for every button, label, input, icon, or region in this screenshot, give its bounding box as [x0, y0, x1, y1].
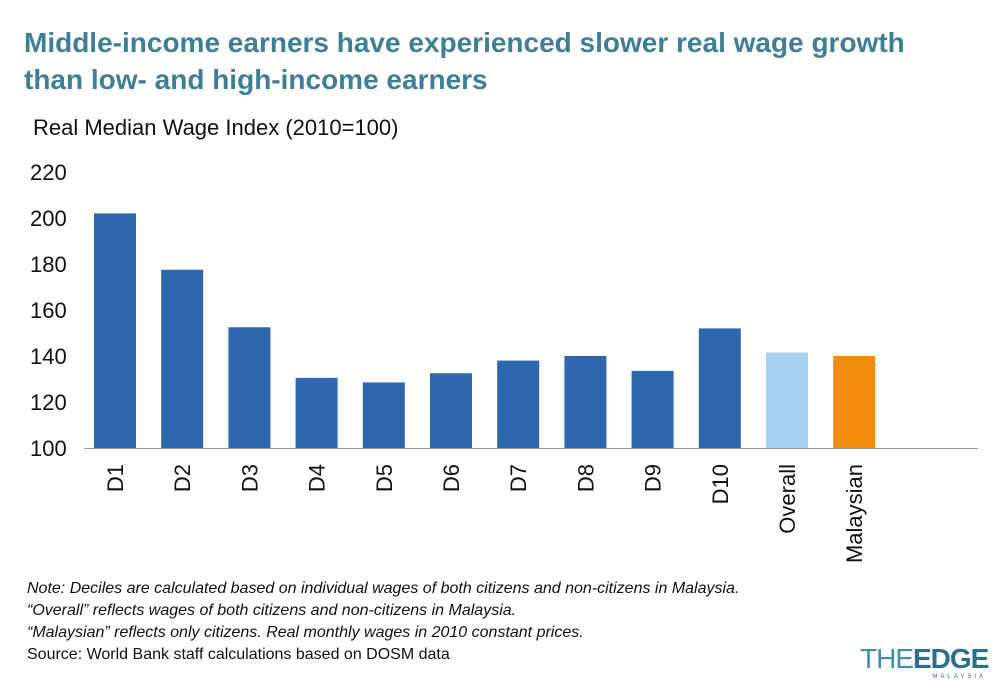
x-tick-label: Overall: [775, 464, 800, 534]
x-tick-label: D6: [439, 464, 464, 492]
x-tick-label: D8: [573, 464, 598, 492]
bar-d4: [295, 377, 338, 448]
logo-edge: EDGE: [913, 643, 989, 674]
x-tick-label: D1: [103, 464, 128, 492]
note-line-1: Note: Deciles are calculated based on in…: [27, 580, 740, 597]
the-edge-logo: THEEDGE MALAYSIA: [860, 644, 990, 684]
bar-d7: [497, 360, 540, 448]
note-line-2: “Overall” reflects wages of both citizen…: [27, 602, 517, 619]
chart-notes: Note: Deciles are calculated based on in…: [27, 578, 827, 666]
y-axis-label: Real Median Wage Index (2010=100): [33, 115, 399, 140]
logo-sub: MALAYSIA: [932, 674, 986, 680]
x-tick-label: Malaysian: [842, 464, 867, 563]
x-tick-label: D3: [237, 464, 262, 492]
bar-malaysian: [833, 356, 876, 448]
bar-d3: [228, 327, 271, 448]
source-line: Source: World Bank staff calculations ba…: [27, 646, 450, 663]
x-tick-label: D4: [305, 464, 330, 492]
y-tick-label: 120: [30, 390, 67, 415]
x-tick-label: D5: [372, 464, 397, 492]
logo-the: THE: [860, 643, 914, 674]
bar-d10: [698, 328, 741, 448]
y-tick-label: 100: [30, 436, 67, 461]
bar-overall: [766, 352, 808, 448]
bar-d1: [94, 213, 136, 448]
bar-d8: [564, 356, 607, 448]
bars: [94, 213, 876, 448]
y-tick-label: 160: [30, 298, 67, 323]
chart-title: Middle-income earners have experienced s…: [24, 27, 905, 95]
x-tick-labels: D1 D2 D3 D4 D5 D6 D7 D8 D9 D10 Overall Malaysian: [103, 464, 867, 563]
bar-d2: [161, 269, 204, 448]
y-tick-label: 140: [30, 344, 67, 369]
x-tick-label: D2: [170, 464, 195, 492]
y-tick-label: 180: [30, 252, 67, 277]
x-tick-label: D10: [708, 464, 733, 504]
bar-d5: [362, 382, 405, 448]
x-tick-label: D9: [641, 464, 666, 492]
bar-d9: [631, 370, 674, 448]
y-tick-label: 200: [30, 206, 67, 231]
y-tick-labels: 100 120 140 160 180 200 220: [30, 160, 67, 461]
note-line-3: “Malaysian” reflects only citizens. Real…: [27, 624, 584, 641]
bar-d6: [430, 373, 472, 448]
y-tick-label: 220: [30, 160, 67, 185]
x-tick-label: D7: [506, 464, 531, 492]
